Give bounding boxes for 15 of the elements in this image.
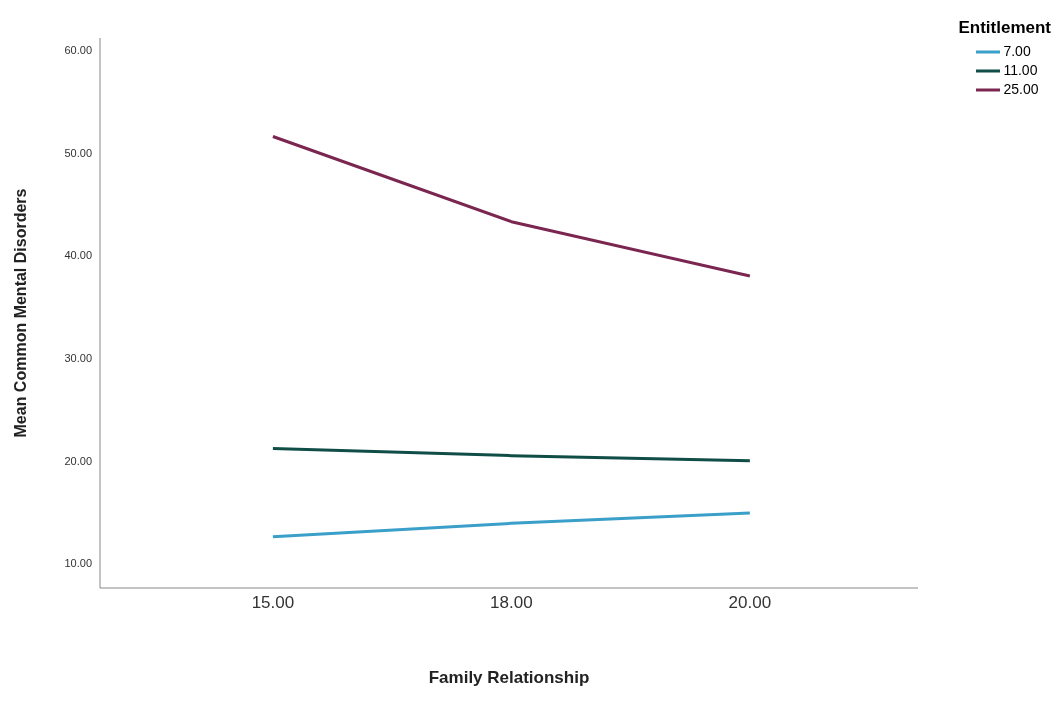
- legend-label: 11.00: [1003, 61, 1038, 80]
- y-tick-label: 30.00: [64, 352, 92, 365]
- y-tick-label: 20.00: [64, 454, 92, 467]
- x-tick-label: 20.00: [728, 593, 772, 613]
- legend-label: 7.00: [1003, 42, 1031, 61]
- x-tick-label: 15.00: [251, 593, 295, 613]
- x-tick-label: 18.00: [490, 593, 533, 613]
- legend-label: 25.00: [1003, 80, 1039, 99]
- y-tick-label: 50.00: [64, 146, 92, 159]
- y-tick-label: 60.00: [64, 44, 92, 57]
- y-axis-title: Mean Common Mental Disorders: [11, 188, 29, 438]
- legend-title: Entitlement: [958, 18, 1051, 38]
- y-tick-label: 10.00: [64, 557, 92, 570]
- x-axis-title: Family Relationship: [428, 668, 590, 687]
- y-tick-label: 40.00: [64, 249, 92, 262]
